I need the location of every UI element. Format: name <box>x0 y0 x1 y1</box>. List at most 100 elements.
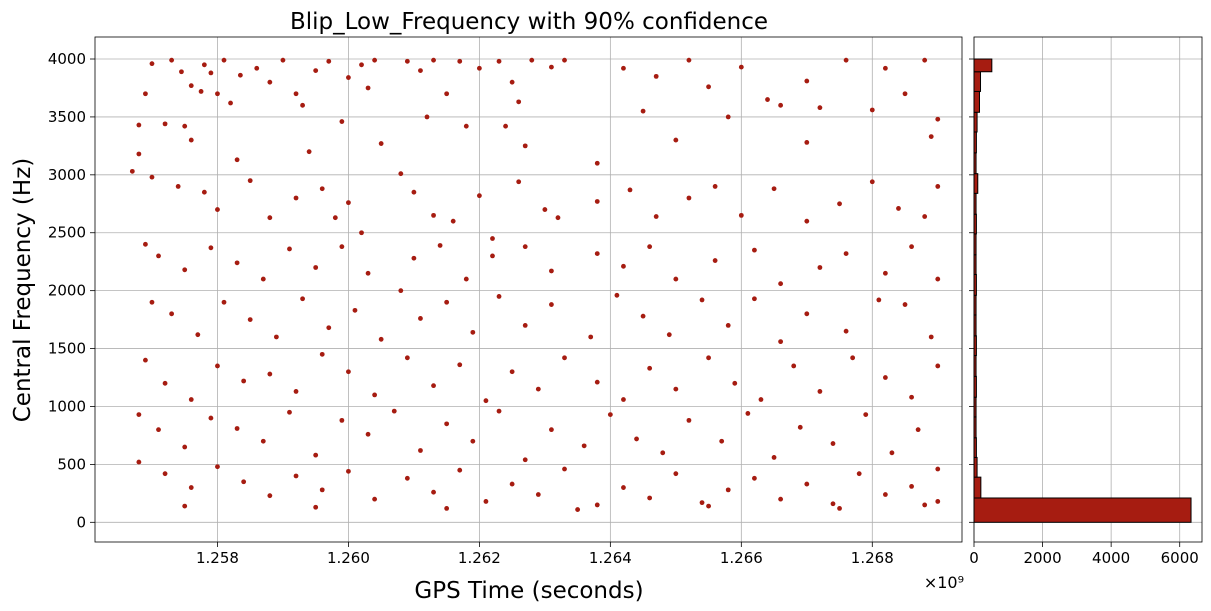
scatter-point <box>621 65 626 71</box>
scatter-point <box>699 500 705 506</box>
scatter-point <box>882 492 888 497</box>
scatter-point <box>313 68 319 73</box>
scatter-point <box>444 299 450 305</box>
scatter-point <box>208 245 214 251</box>
scatter-point <box>136 459 142 465</box>
scatter-point <box>778 281 784 287</box>
scatter-point <box>719 438 725 444</box>
scatter-point <box>607 412 613 417</box>
scatter-point <box>712 184 718 189</box>
scatter-point <box>594 502 600 508</box>
scatter-point <box>437 243 443 248</box>
scatter-point <box>627 187 633 193</box>
scatter-point <box>634 436 639 442</box>
scatter-point <box>509 79 515 85</box>
scatter-point <box>928 334 934 340</box>
histogram-bar <box>973 497 1192 523</box>
scatter-point <box>876 297 882 303</box>
scatter-point <box>856 471 862 477</box>
scatter-point <box>346 75 351 80</box>
scatter-point <box>778 339 784 345</box>
scatter-point <box>699 297 705 303</box>
scatter-point <box>188 137 194 143</box>
histogram-frame <box>973 36 1203 543</box>
scatter-point <box>581 443 587 449</box>
scatter-point <box>215 363 220 369</box>
scatter-point <box>332 215 338 221</box>
histogram-bar <box>973 111 978 133</box>
scatter-point <box>293 91 299 97</box>
scatter-point <box>588 334 594 340</box>
histogram-bar <box>973 58 993 73</box>
y-axis-label: Central Frequency (Hz) <box>10 158 36 423</box>
x-offset-label: ×10⁹ <box>924 573 964 592</box>
scatter-point <box>496 58 502 64</box>
scatter-point <box>470 438 476 444</box>
scatter-point <box>418 316 423 321</box>
scatter-point <box>169 311 175 317</box>
scatter-point <box>313 452 319 458</box>
scatter-point <box>463 123 469 129</box>
scatter-y-tick-label: 2000 <box>48 282 86 300</box>
scatter-point <box>804 481 810 487</box>
scatter-y-tick-label: 500 <box>57 455 86 473</box>
scatter-point <box>431 212 436 218</box>
scatter-point <box>778 496 784 502</box>
scatter-point <box>673 276 679 282</box>
scatter-point <box>909 244 914 250</box>
scatter-point <box>424 114 430 120</box>
scatter-point <box>319 351 325 357</box>
scatter-point <box>843 57 849 63</box>
scatter-point <box>418 448 423 453</box>
scatter-point <box>326 58 332 64</box>
histogram-y-ticks <box>969 58 974 523</box>
scatter-point <box>797 424 803 430</box>
scatter-point <box>182 444 188 450</box>
scatter-point <box>143 241 148 247</box>
scatter-point <box>431 57 436 63</box>
scatter-point <box>529 57 535 63</box>
scatter-point <box>522 244 528 250</box>
scatter-point <box>378 141 384 146</box>
scatter-point <box>837 506 842 511</box>
scatter-point <box>562 466 567 472</box>
scatter-point <box>490 253 495 259</box>
scatter-point <box>706 355 711 361</box>
scatter-point <box>188 83 194 89</box>
scatter-point <box>673 137 679 143</box>
scatter-point <box>509 369 515 375</box>
scatter-point <box>915 427 921 433</box>
scatter-point <box>483 499 489 504</box>
scatter-point <box>791 363 797 369</box>
scatter-point <box>503 123 508 129</box>
scatter-point <box>843 251 849 256</box>
chart-title: Blip_Low_Frequency with 90% confidence <box>290 9 768 35</box>
scatter-point <box>372 496 378 502</box>
scatter-point <box>935 276 941 282</box>
scatter-point <box>149 61 155 67</box>
scatter-point <box>352 307 358 313</box>
scatter-point <box>287 409 292 415</box>
scatter-points <box>129 57 941 512</box>
scatter-point <box>273 334 279 340</box>
scatter-point <box>752 247 757 253</box>
scatter-y-ticks: 0 500 1000 1500 2000 2500 3000 3500 4000 <box>48 50 95 531</box>
scatter-point <box>922 502 928 508</box>
histogram-x-tick-label: 0 <box>969 549 979 567</box>
scatter-point <box>725 114 731 120</box>
histogram-bar <box>973 476 982 499</box>
scatter-point <box>404 475 410 481</box>
scatter-point <box>208 415 214 421</box>
scatter-point <box>247 178 253 184</box>
scatter-point <box>339 244 345 250</box>
scatter-point <box>346 369 351 375</box>
scatter-point <box>463 276 469 282</box>
scatter-point <box>346 200 351 206</box>
scatter-point <box>470 329 476 335</box>
scatter-point <box>509 481 515 487</box>
scatter-point <box>221 299 227 305</box>
scatter-point <box>162 121 168 127</box>
scatter-y-tick-label: 3500 <box>48 108 86 126</box>
scatter-x-tick-label: 1.266 <box>720 549 763 567</box>
